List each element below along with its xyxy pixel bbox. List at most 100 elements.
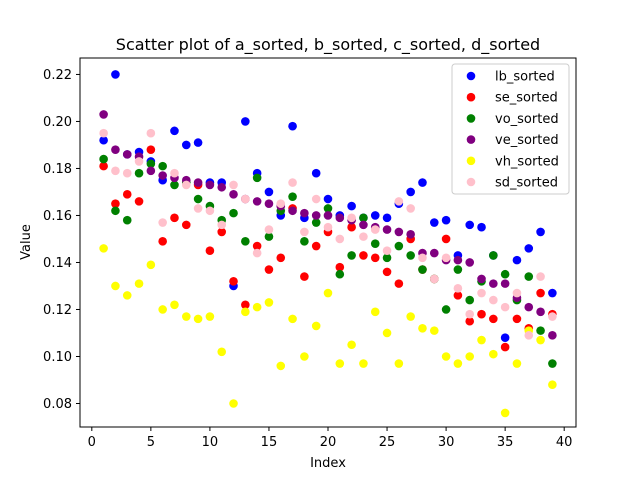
data-point	[370, 225, 380, 234]
data-point	[429, 326, 439, 335]
data-point	[252, 173, 262, 183]
data-point	[347, 213, 356, 223]
data-point	[181, 312, 191, 321]
data-point	[264, 232, 274, 241]
data-point	[311, 168, 321, 178]
data-point	[181, 140, 191, 150]
data-point	[548, 331, 557, 340]
data-point	[217, 182, 227, 192]
data-point	[512, 359, 522, 368]
legend-items: lb_sorted se_sorted vo_sorted ve_sorted vh_s…	[466, 70, 559, 191]
data-point	[394, 227, 404, 237]
data-point	[406, 204, 415, 213]
data-point	[370, 253, 380, 263]
data-point	[229, 190, 238, 199]
data-point	[205, 312, 215, 321]
data-point	[264, 199, 274, 209]
legend-box	[451, 63, 570, 195]
data-point	[524, 331, 534, 340]
x-axis-label: Index	[310, 456, 346, 471]
data-point	[300, 352, 309, 361]
x-tick-label: 35	[497, 435, 514, 450]
chart-title: Scatter plot of a_sorted, b_sorted, c_so…	[116, 35, 540, 55]
legend-label: vo_sorted	[495, 112, 559, 127]
data-point	[311, 241, 321, 251]
data-point	[453, 255, 463, 265]
data-point	[453, 265, 463, 274]
data-point	[122, 150, 132, 159]
data-point	[193, 138, 203, 147]
y-tick-label: 0.14	[43, 256, 72, 271]
data-point	[441, 234, 451, 244]
data-point	[418, 323, 427, 333]
data-point	[241, 194, 250, 204]
data-point	[335, 359, 345, 368]
data-point	[536, 288, 545, 298]
data-point	[111, 166, 120, 176]
legend-label: vh_sorted	[495, 154, 559, 169]
data-point	[323, 204, 333, 213]
data-point	[205, 246, 215, 256]
data-point	[181, 180, 191, 190]
data-point	[418, 253, 427, 263]
data-point	[241, 117, 250, 126]
data-point	[276, 361, 286, 371]
data-point	[193, 314, 203, 324]
data-point	[453, 291, 463, 300]
data-point	[134, 279, 144, 288]
data-point	[548, 380, 557, 389]
x-tick-label: 20	[320, 435, 337, 450]
data-point	[524, 272, 534, 281]
data-point	[158, 237, 167, 246]
data-point	[453, 284, 463, 293]
data-point	[99, 110, 108, 119]
data-point	[193, 194, 203, 204]
data-point	[359, 359, 368, 368]
data-point	[465, 295, 475, 305]
legend-label: se_sorted	[495, 91, 558, 106]
data-point	[406, 251, 415, 260]
data-point	[241, 300, 250, 310]
data-point	[359, 251, 368, 260]
data-point	[170, 168, 179, 178]
data-point	[181, 220, 191, 230]
data-point	[146, 128, 156, 138]
data-point	[311, 194, 321, 204]
data-point	[382, 267, 392, 277]
data-point	[370, 211, 380, 220]
data-point	[99, 244, 108, 253]
legend-label: lb_sorted	[495, 70, 555, 85]
data-point	[111, 281, 120, 291]
data-point	[252, 302, 262, 312]
data-point	[229, 276, 238, 286]
data-point	[264, 187, 274, 197]
data-point	[394, 359, 404, 368]
legend-label: sd_sorted	[495, 176, 558, 191]
data-point	[288, 121, 297, 131]
data-point	[524, 244, 534, 253]
data-point	[536, 326, 545, 335]
data-point	[241, 237, 250, 246]
data-point	[477, 309, 486, 319]
data-point	[394, 279, 404, 288]
x-tick-label: 0	[88, 435, 96, 450]
data-point	[323, 222, 333, 232]
data-point	[158, 218, 167, 227]
data-point	[335, 213, 345, 223]
data-point	[323, 211, 333, 220]
x-tick-label: 30	[438, 435, 455, 450]
x-tick-label: 10	[202, 435, 219, 450]
data-point	[359, 220, 368, 230]
x-tick-label: 5	[147, 435, 155, 450]
data-point	[134, 197, 144, 206]
data-point	[323, 194, 333, 204]
data-point	[264, 298, 274, 307]
data-point	[382, 328, 392, 338]
data-point	[465, 258, 475, 267]
data-point	[205, 180, 215, 190]
y-tick-label: 0.08	[43, 397, 72, 412]
y-axis-label: Value	[19, 224, 34, 260]
data-point	[111, 199, 120, 209]
data-point	[359, 213, 368, 223]
data-point	[536, 227, 545, 237]
